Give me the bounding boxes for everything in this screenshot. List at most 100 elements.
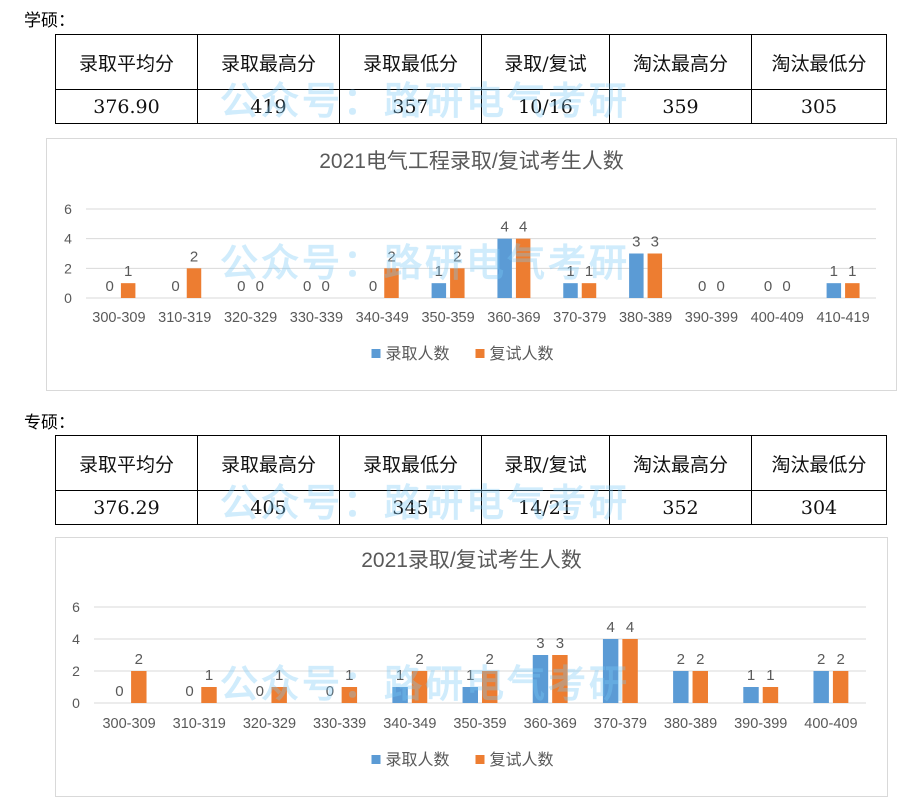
x-tick-label: 360-369 (524, 716, 577, 732)
x-tick-label: 370-379 (594, 716, 647, 732)
data-label: 0 (321, 278, 329, 295)
data-label: 2 (677, 651, 685, 668)
bar-interviewed (552, 655, 568, 703)
data-label: 1 (124, 263, 132, 280)
value-cell: 419 (197, 89, 340, 124)
value-cell: 376.29 (55, 490, 198, 525)
data-label: 0 (698, 278, 706, 295)
y-tick-label: 2 (72, 663, 80, 679)
bar-admitted (497, 238, 512, 298)
header-cell: 淘汰最高分 (609, 435, 752, 491)
x-tick-label: 330-339 (313, 716, 366, 732)
x-tick-label: 400-409 (804, 716, 857, 732)
legend-label: 复试人数 (490, 345, 554, 363)
x-tick-label: 320-329 (243, 716, 296, 732)
academic-label: 学硕： (24, 11, 75, 31)
bar-interviewed (120, 283, 136, 298)
data-label: 0 (303, 278, 311, 295)
academic-chart: 2021电气工程录取/复试考生人数 0 2 4 6 300-309 0 1 310-319 0 2 3… (46, 138, 897, 391)
bar-interviewed (384, 268, 399, 298)
data-label: 3 (536, 635, 544, 652)
data-label: 4 (606, 619, 614, 636)
data-label: 1 (396, 667, 404, 684)
header-cell: 录取最高分 (197, 435, 340, 491)
legend-swatch (475, 349, 485, 358)
data-label: 0 (326, 683, 334, 700)
y-tick-label: 4 (72, 631, 80, 647)
data-label: 0 (185, 683, 193, 700)
data-label: 2 (817, 651, 825, 668)
x-tick-label: 390-399 (734, 716, 787, 732)
data-label: 2 (387, 248, 395, 265)
chart-svg: 2021录取/复试考生人数0246300-30902310-31901320-3… (72, 549, 866, 769)
bar-interviewed (515, 238, 531, 298)
x-tick-label: 300-309 (102, 716, 155, 732)
data-label: 4 (626, 619, 634, 636)
header-cell: 录取/复试 (481, 34, 610, 90)
data-label: 3 (651, 234, 659, 251)
professional-label: 专硕： (24, 413, 75, 433)
bar-interviewed (581, 283, 597, 298)
data-label: 0 (256, 278, 264, 295)
value-cell: 304 (751, 490, 887, 525)
x-tick-label: 340-349 (356, 310, 409, 326)
value-cell: 359 (609, 89, 752, 124)
bar-admitted (673, 671, 689, 703)
bar-admitted (629, 253, 644, 298)
data-label: 1 (466, 667, 474, 684)
header-cell: 录取平均分 (55, 435, 198, 491)
professional-score-table: 录取平均分 录取最高分 录取最低分 录取/复试 淘汰最高分 淘汰最低分 376.… (55, 435, 887, 525)
header-cell: 录取最低分 (339, 435, 482, 491)
data-label: 1 (435, 263, 443, 280)
data-label: 0 (764, 278, 772, 295)
x-tick-label: 320-329 (224, 310, 277, 326)
value-cell: 405 (197, 490, 340, 525)
data-label: 4 (519, 219, 527, 236)
y-tick-label: 4 (64, 231, 72, 247)
x-tick-label: 390-399 (685, 310, 738, 326)
bar-interviewed (201, 687, 217, 703)
chart-title: 2021录取/复试考生人数 (361, 549, 582, 572)
legend-label: 录取人数 (386, 751, 450, 769)
data-label: 0 (171, 278, 179, 295)
bar-admitted (826, 283, 842, 298)
x-tick-label: 380-389 (664, 716, 717, 732)
data-label: 0 (256, 683, 264, 700)
value-cell: 352 (609, 490, 752, 525)
bar-admitted (392, 687, 408, 703)
table-row: 376.90 419 357 10/16 359 305 (55, 89, 887, 124)
y-tick-label: 2 (64, 260, 72, 276)
y-tick-label: 0 (72, 695, 80, 711)
legend-swatch (371, 755, 381, 764)
data-label: 2 (836, 651, 844, 668)
bar-admitted (462, 687, 478, 703)
data-label: 3 (632, 234, 640, 251)
data-label: 1 (766, 667, 774, 684)
x-tick-label: 410-419 (816, 310, 869, 326)
x-tick-label: 370-379 (553, 310, 606, 326)
table-header-row: 录取平均分 录取最高分 录取最低分 录取/复试 淘汰最高分 淘汰最低分 (55, 435, 887, 491)
data-label: 4 (501, 219, 509, 236)
y-tick-label: 0 (64, 290, 72, 306)
bar-admitted (602, 639, 619, 703)
x-tick-label: 380-389 (619, 310, 672, 326)
academic-score-table: 录取平均分 录取最高分 录取最低分 录取/复试 淘汰最高分 淘汰最低分 376.… (55, 34, 887, 124)
bar-admitted (431, 283, 447, 298)
data-label: 0 (237, 278, 245, 295)
data-label: 0 (716, 278, 724, 295)
bar-interviewed (271, 687, 287, 703)
data-label: 1 (747, 667, 755, 684)
bar-interviewed (832, 671, 849, 703)
bar-interviewed (845, 283, 860, 298)
professional-chart: 2021录取/复试考生人数 0 2 4 6 300-309 0 2 310-319 0 1 320-3… (55, 537, 888, 797)
value-cell: 376.90 (55, 89, 198, 124)
bar-interviewed (411, 671, 428, 703)
legend-label: 录取人数 (386, 345, 450, 363)
data-label: 2 (486, 651, 494, 668)
data-label: 2 (696, 651, 704, 668)
x-tick-label: 300-309 (92, 310, 145, 326)
y-tick-label: 6 (72, 599, 80, 615)
bar-interviewed (762, 687, 779, 703)
data-label: 1 (585, 263, 593, 280)
bar-interviewed (647, 253, 663, 298)
